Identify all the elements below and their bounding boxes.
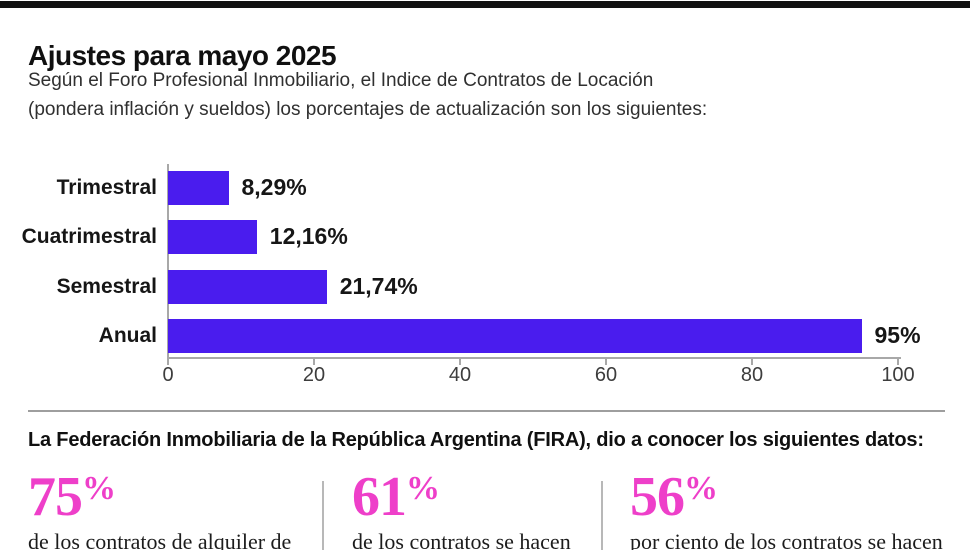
bar: [168, 171, 229, 205]
x-axis-tick-label: 20: [302, 364, 326, 386]
stat-description-3: por ciento de los contratos se hacen: [630, 529, 943, 550]
column-divider-2: [601, 481, 603, 550]
bar-chart: Trimestral 8,29% Cuatrimestral 12,16% Semest…: [0, 164, 970, 390]
x-axis-tick-label: 80: [740, 364, 764, 386]
subtitle-line-2: (pondera inflación y sueldos) los porcen…: [28, 99, 708, 120]
stat-value-1: 75%: [28, 463, 291, 525]
stat-column-2: 61% de los contratos se hacen: [352, 463, 571, 550]
x-axis-tick: [459, 359, 461, 365]
bar: [168, 319, 862, 353]
stat-number: 75: [28, 466, 83, 528]
page-subtitle: Según el Foro Profesional Inmobiliario, …: [28, 66, 707, 124]
stat-value-2: 61%: [352, 463, 571, 525]
x-axis-tick: [897, 359, 899, 365]
bar-value-label: 12,16%: [269, 223, 348, 249]
category-label: Semestral: [56, 275, 157, 298]
bar-value-label: 21,74%: [339, 273, 418, 299]
stat-value-3: 56%: [630, 463, 943, 525]
stat-description-2: de los contratos se hacen: [352, 529, 571, 550]
category-label: Trimestral: [56, 176, 157, 199]
x-axis-tick: [167, 359, 169, 365]
stat-number: 61: [352, 466, 407, 528]
x-axis-tick: [313, 359, 315, 365]
page-title: Ajustes para mayo 2025: [28, 39, 337, 71]
stat-column-1: 75% de los contratos de alquiler de: [28, 463, 291, 550]
fira-heading: La Federación Inmobiliaria de la Repúbli…: [28, 429, 924, 451]
x-axis-tick: [605, 359, 607, 365]
category-label: Anual: [98, 324, 157, 347]
bar: [168, 270, 327, 304]
x-axis-tick-label: 60: [594, 364, 618, 386]
stat-number: 56: [630, 466, 685, 528]
column-divider-1: [322, 481, 324, 550]
stat-description-1: de los contratos de alquiler de: [28, 529, 292, 550]
x-axis-tick: [751, 359, 753, 365]
percent-sign: %: [684, 470, 718, 507]
percent-sign: %: [406, 470, 440, 507]
bar-value-label: 95%: [874, 322, 921, 348]
stat-column-3: 56% por ciento de los contratos se hacen: [630, 463, 943, 550]
y-axis-line: [167, 164, 169, 357]
percent-sign: %: [82, 470, 116, 507]
section-divider: [28, 410, 945, 412]
bar: [168, 220, 257, 254]
subtitle-line-1: Según el Foro Profesional Inmobiliario, …: [28, 70, 654, 91]
category-label: Cuatrimestral: [21, 225, 157, 248]
x-axis-tick-label: 100: [881, 364, 915, 386]
x-axis-line: [167, 357, 901, 359]
x-axis-tick-label: 40: [448, 364, 472, 386]
bar-value-label: 8,29%: [241, 174, 307, 200]
top-accent-bar: [0, 1, 970, 8]
x-axis-tick-label: 0: [162, 364, 174, 386]
